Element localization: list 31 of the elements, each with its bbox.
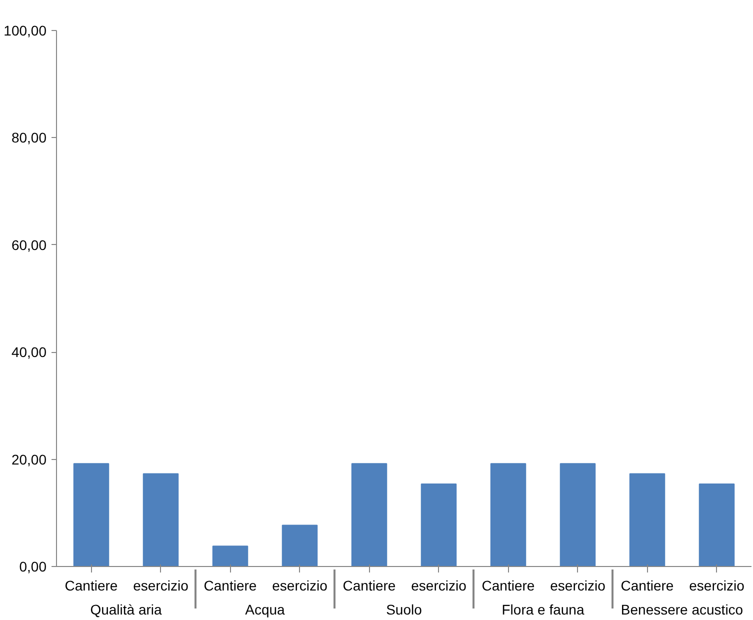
x-tick-label: esercizio [411, 578, 467, 594]
y-tick-label: 100,00 [4, 22, 47, 38]
bar [629, 473, 666, 566]
text: Flora e fauna [502, 602, 584, 618]
x-tick-label: esercizio [133, 578, 189, 594]
x-tick-label: esercizio [689, 578, 745, 594]
x-tick-label: esercizio [272, 578, 328, 594]
bar [282, 524, 318, 566]
x-tick-label: Cantiere [342, 578, 396, 594]
bar [73, 463, 110, 566]
text: Qualità aria [90, 602, 162, 618]
y-tick-label: 80,00 [11, 130, 47, 146]
y-tick-label: 20,00 [11, 451, 47, 468]
x-tick-label: Cantiere [482, 578, 535, 594]
bar [142, 473, 179, 566]
y-tick-label: 60,00 [11, 236, 47, 253]
x-tick-label: Cantiere [620, 578, 674, 594]
bar [698, 483, 735, 566]
text: Suolo [386, 602, 422, 618]
y-tick-label: 40,00 [11, 344, 47, 360]
x-tick-label: Cantiere [64, 578, 118, 594]
bar [212, 546, 248, 566]
text: Benessere acustico [620, 602, 744, 618]
bar [351, 463, 388, 566]
bar [560, 463, 596, 566]
bar [420, 483, 457, 566]
bar [490, 463, 526, 566]
text: Acqua [245, 602, 286, 618]
x-tick-label: esercizio [550, 578, 606, 594]
x-tick-label: Cantiere [204, 578, 257, 594]
y-tick-label: 0,00 [19, 558, 47, 574]
